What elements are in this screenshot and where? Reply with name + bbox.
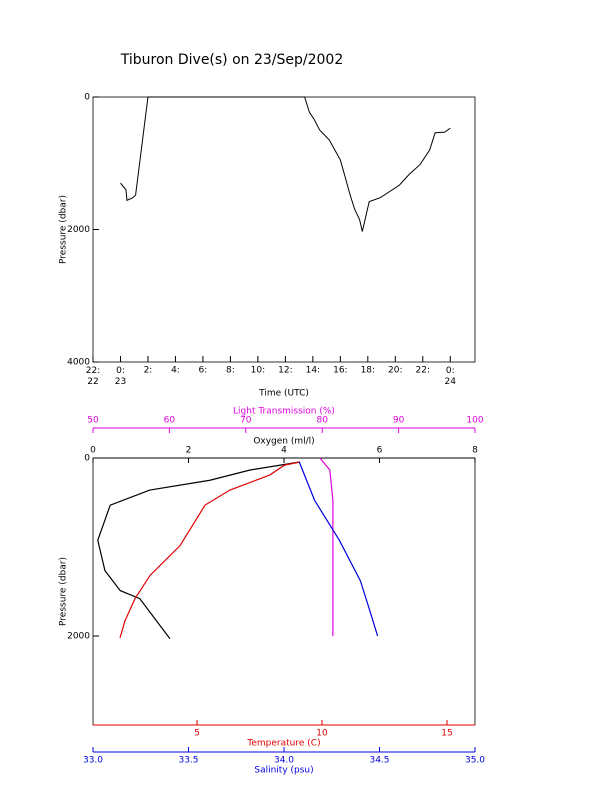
x-tick-label: 20: [388, 366, 402, 376]
x-tick-label: 8: [226, 366, 235, 376]
x-tick-label: 0: 24 [445, 366, 457, 387]
y-axis-label: Pressure (dbar) [59, 195, 69, 264]
x-tick-label: 50 [87, 416, 99, 426]
y-tick-label: 4000 [67, 358, 90, 368]
plot-frame [92, 457, 476, 726]
x-tick-label: 8 [472, 446, 478, 456]
y-tick-label: 2000 [67, 632, 90, 642]
x-tick-label: 34.5 [369, 756, 389, 766]
x-tick-label: 4 [281, 446, 287, 456]
profile-line [119, 461, 301, 638]
x-axis-label: Oxygen (ml/l) [253, 437, 314, 447]
x-tick-label: 2: [144, 366, 153, 376]
x-tick-label: 10 [316, 729, 328, 739]
x-tick-label: 10: [251, 366, 265, 376]
x-tick-label: 4: [171, 366, 180, 376]
x-tick-label: 6: [199, 366, 208, 376]
y-tick-label: 2000 [67, 225, 90, 235]
x-tick-label: 33.0 [83, 756, 103, 766]
x-tick-label: 60 [164, 416, 176, 426]
chart-title: Tiburon Dive(s) on 23/Sep/2002 [120, 52, 344, 68]
y-tick-label: 0 [84, 93, 90, 103]
y-axis-label: Pressure (dbar) [59, 557, 69, 626]
x-tick-label: 14: [306, 366, 320, 376]
x-tick-label: 90 [393, 416, 405, 426]
x-axis-label: Temperature (C) [246, 739, 320, 749]
x-tick-label: 15 [441, 729, 452, 739]
x-axis-label: Light Transmission (%) [233, 407, 335, 417]
y-tick-label: 0 [84, 454, 90, 464]
x-tick-label: 70 [240, 416, 252, 426]
x-tick-label: 100 [466, 416, 483, 426]
dive-line [120, 96, 451, 232]
x-tick-label: 6 [377, 446, 383, 456]
x-axis-label: Salinity (psu) [254, 766, 313, 776]
x-tick-label: 0: 23 [115, 366, 126, 387]
profile-line [319, 457, 334, 636]
x-tick-label: 18: [361, 366, 375, 376]
x-tick-label: 16: [333, 366, 347, 376]
x-tick-label: 5 [194, 729, 200, 739]
x-tick-label: 22: [416, 366, 430, 376]
plot-frame [92, 96, 476, 363]
x-tick-label: 34.0 [274, 756, 294, 766]
x-tick-label: 0 [90, 446, 96, 456]
x-axis-label: Time (UTC) [258, 389, 309, 399]
x-tick-label: 22: 22 [86, 366, 100, 387]
x-tick-label: 12: [278, 366, 292, 376]
x-tick-label: 33.5 [178, 756, 198, 766]
x-tick-label: 80 [316, 416, 328, 426]
x-tick-label: 2 [186, 446, 192, 456]
profile-line [97, 461, 300, 640]
profile-line [298, 461, 379, 637]
x-tick-label: 35.0 [465, 756, 485, 766]
